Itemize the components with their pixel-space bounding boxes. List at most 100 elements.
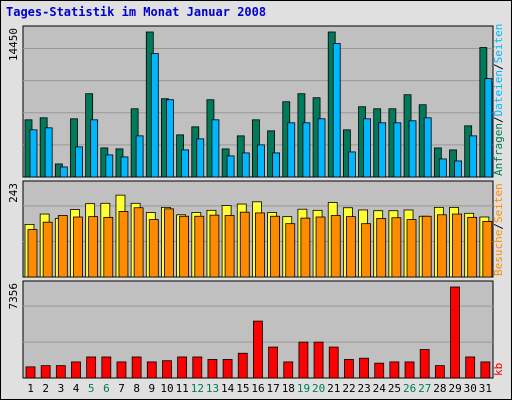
x-tick-label-day-20: 20 — [312, 382, 325, 395]
bar-visits-besuche-day-7 — [118, 211, 129, 278]
panel-visits: 243 — [7, 180, 494, 278]
bar-visits-besuche-day-25 — [391, 217, 402, 278]
legend-visits: Besuche/Seiten — [492, 183, 505, 276]
bar-kb-kb-day-24 — [374, 362, 385, 379]
bar-kb-kb-day-11 — [177, 356, 188, 379]
x-tick-label-day-30: 30 — [464, 382, 477, 395]
x-tick-label-day-27: 27 — [418, 382, 431, 395]
bar-kb-kb-day-13 — [207, 359, 218, 379]
bar-kb-kb-day-26 — [404, 361, 415, 379]
bar-visits-besuche-day-22 — [345, 216, 356, 278]
legend-entry-dateien: Seiten — [492, 24, 505, 64]
bar-hits-dateien-day-25 — [393, 122, 402, 178]
bar-hits-dateien-day-9 — [150, 53, 159, 178]
x-tick-label-day-4: 4 — [73, 382, 80, 395]
bar-visits-besuche-day-15 — [239, 211, 250, 278]
bar-kb-kb-day-7 — [116, 361, 127, 379]
bar-kb-kb-day-25 — [389, 361, 400, 379]
legend-entry-sep: / — [492, 63, 505, 70]
bar-visits-besuche-day-21 — [330, 215, 341, 278]
bar-kb-kb-day-29 — [450, 286, 460, 379]
bar-kb-kb-day-23 — [359, 357, 369, 379]
x-tick-label-day-6: 6 — [103, 382, 110, 395]
bar-kb-kb-day-9 — [146, 361, 157, 379]
legend-entry-anfragen: Anfragen — [492, 123, 505, 176]
x-tick-label-day-2: 2 — [42, 382, 49, 395]
y-max-label: 243 — [7, 183, 20, 203]
x-tick-label-day-23: 23 — [358, 382, 371, 395]
bar-visits-besuche-day-3 — [57, 215, 68, 278]
bar-visits-besuche-day-11 — [179, 215, 190, 278]
bar-visits-besuche-day-13 — [209, 214, 220, 278]
bar-visits-besuche-day-18 — [285, 223, 296, 278]
bar-visits-besuche-day-23 — [361, 223, 371, 278]
legend-entry-sep: / — [492, 116, 505, 123]
bar-visits-besuche-day-19 — [300, 217, 311, 278]
x-tick-label-day-5: 5 — [88, 382, 95, 395]
bar-visits-besuche-day-1 — [27, 229, 38, 278]
x-tick-label-day-31: 31 — [479, 382, 492, 395]
panel-kb: 7356 — [7, 280, 494, 379]
bar-visits-besuche-day-10 — [164, 208, 174, 278]
bar-hits-dateien-day-4 — [75, 146, 83, 178]
bar-kb-kb-day-3 — [55, 365, 66, 379]
bar-kb-kb-day-18 — [283, 361, 294, 379]
legend-entry-sep: / — [492, 223, 505, 230]
bar-kb-kb-day-28 — [434, 365, 445, 379]
x-tick-label-day-28: 28 — [433, 382, 446, 395]
bar-visits-besuche-day-20 — [315, 216, 326, 278]
x-tick-label-day-11: 11 — [176, 382, 189, 395]
bar-visits-besuche-day-12 — [194, 215, 205, 278]
bar-hits-dateien-day-5 — [90, 119, 99, 178]
bar-hits-dateien-day-30 — [469, 135, 478, 178]
bar-visits-besuche-day-29 — [452, 213, 462, 278]
y-max-label: 14450 — [7, 28, 20, 61]
bar-hits-dateien-day-15 — [241, 152, 250, 178]
x-tick-label-day-3: 3 — [58, 382, 65, 395]
x-tick-label-day-8: 8 — [133, 382, 140, 395]
legend-entry-dateien: Dateien — [492, 70, 505, 116]
x-tick-label-day-29: 29 — [448, 382, 461, 395]
bar-hits-dateien-day-21 — [332, 43, 341, 178]
bar-visits-besuche-day-24 — [376, 218, 387, 278]
x-tick-label-day-26: 26 — [403, 382, 416, 395]
bar-hits-dateien-day-19 — [302, 122, 311, 178]
x-tick-label-day-19: 19 — [297, 382, 310, 395]
bar-kb-kb-day-16 — [253, 320, 263, 379]
panel-hits: 14450 — [7, 25, 494, 178]
bar-hits-dateien-day-31 — [484, 78, 493, 178]
bar-kb-kb-day-4 — [71, 361, 81, 379]
x-tick-label-day-13: 13 — [206, 382, 219, 395]
bar-hits-dateien-day-26 — [408, 120, 417, 178]
bar-visits-besuche-day-30 — [467, 216, 478, 278]
bar-kb-kb-day-17 — [268, 346, 278, 379]
bar-kb-kb-day-30 — [465, 356, 476, 379]
bar-hits-dateien-day-3 — [59, 166, 68, 178]
bar-kb-kb-day-2 — [40, 365, 51, 379]
bar-hits-dateien-day-24 — [378, 122, 387, 178]
bar-visits-besuche-day-14 — [224, 215, 235, 278]
bar-kb-kb-day-20 — [313, 341, 324, 379]
chart-title: Tages-Statistik im Monat Januar 2008 — [6, 5, 266, 19]
bar-hits-dateien-day-27 — [423, 117, 432, 178]
legend-entry-besuche: Seiten — [492, 183, 505, 223]
bar-kb-kb-day-12 — [192, 356, 203, 379]
x-tick-label-day-21: 21 — [327, 382, 340, 395]
bar-hits-dateien-day-11 — [181, 149, 190, 178]
bar-hits-dateien-day-14 — [226, 155, 235, 178]
bar-visits-besuche-day-8 — [133, 207, 144, 278]
bar-hits-dateien-day-1 — [29, 129, 38, 178]
bar-hits-dateien-day-8 — [135, 135, 144, 178]
bar-visits-besuche-day-9 — [148, 219, 159, 278]
bar-kb-kb-day-19 — [298, 341, 309, 379]
bar-visits-besuche-day-27 — [421, 215, 432, 278]
bar-visits-besuche-day-5 — [88, 216, 99, 278]
bar-hits-dateien-day-6 — [105, 154, 114, 178]
x-tick-label-day-25: 25 — [388, 382, 401, 395]
bar-kb-kb-day-5 — [86, 356, 97, 379]
legend-kb: kb — [492, 363, 505, 376]
bar-hits-dateien-day-12 — [196, 138, 205, 178]
bar-kb-kb-day-15 — [237, 352, 248, 379]
bar-kb-kb-day-21 — [328, 346, 339, 379]
